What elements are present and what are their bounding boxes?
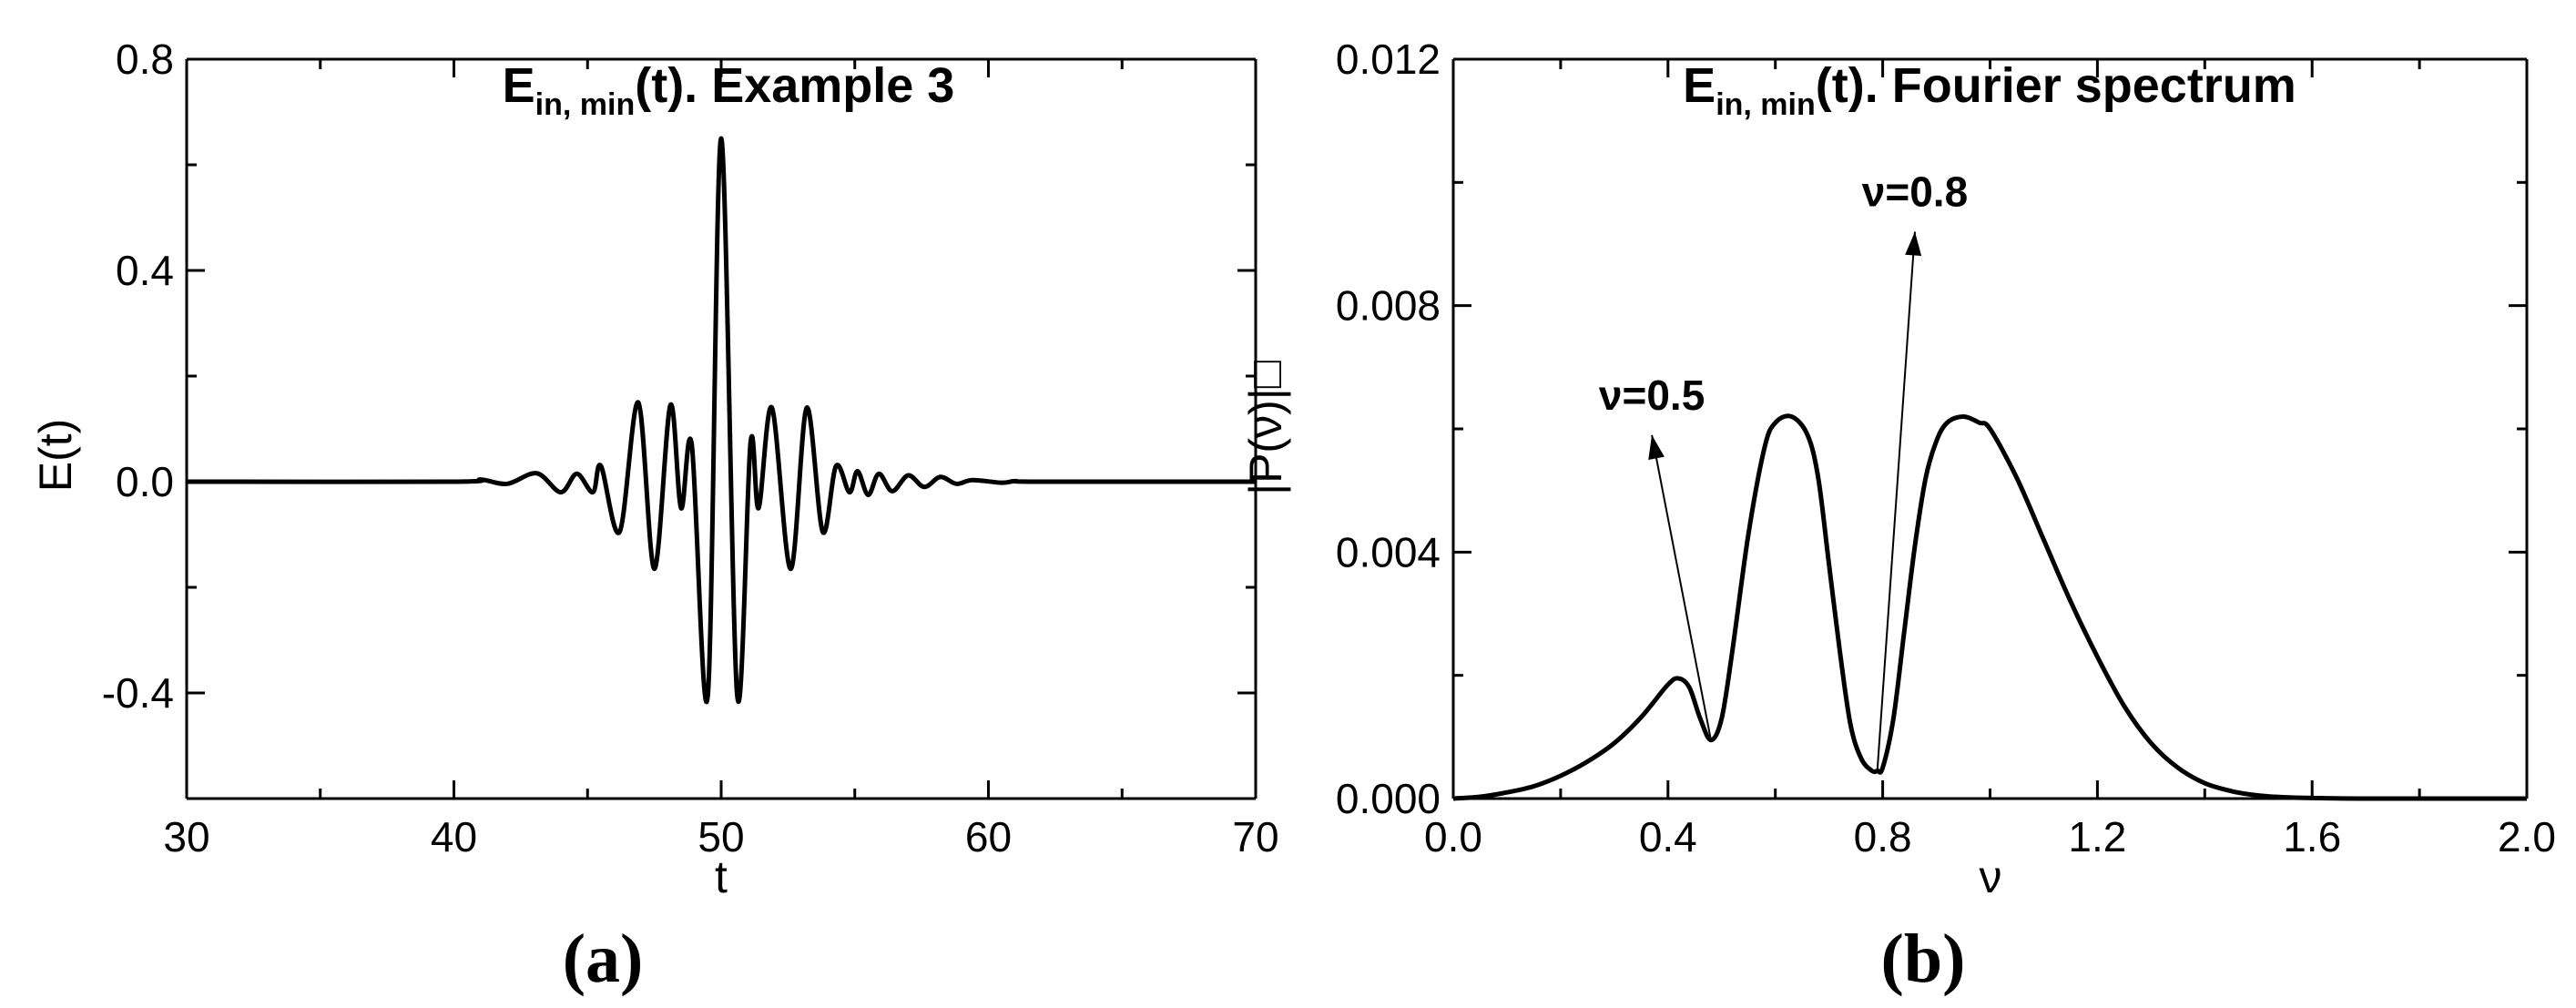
panel-a-y-tick-label: 0.4 [116,247,174,294]
panel-b-annotation-label: ν=0.8 [1862,168,1968,215]
panel-b-annotation-arrow [1651,434,1712,740]
panel-b-x-tick-label: 1.2 [2068,813,2126,860]
panel-b-y-tick-label: 0.008 [1336,282,1441,330]
panel-b-x-tick-label: 0.0 [1424,813,1482,860]
panel-b-x-axis-title: ν [1980,851,2002,902]
panel-b-annotation-arrowhead [1905,231,1922,257]
panel-b-x-tick-label: 0.4 [1639,813,1697,860]
panel-b-fourier-spectrum: 0.0 0.4 0.8 1.2 1.6 2.0 0.000 0.004 0.008 0.012 ν… [1240,36,2556,997]
panel-a-y-tick-label: 0.0 [116,458,174,505]
panel-a-x-axis-title: t [715,851,728,902]
panel-a-x-tick-label: 70 [1232,813,1278,860]
panel-a-x-tick-label: 40 [431,813,477,860]
panel-a-ticks: 30 40 50 60 70 -0.4 0.0 0.4 0.8 [102,36,1279,860]
panel-a-x-tick-label: 30 [163,813,209,860]
panel-b-annotation-label: ν=0.5 [1599,372,1705,419]
panel-a-x-tick-label: 50 [697,813,744,860]
panel-b-label: (b) [1881,921,1966,997]
panel-b-title: Ein, min(t). Fourier spectrum [1683,58,2296,122]
panel-a-x-tick-label: 60 [965,813,1012,860]
panel-a-y-axis-title: E(t) [30,419,81,493]
panel-b-x-tick-label: 1.6 [2283,813,2341,860]
panel-a-y-tick-label: -0.4 [102,669,174,717]
panel-b-series-line [1452,413,2528,801]
panel-a-label: (a) [563,921,644,997]
panel-b-y-axis-title: |P(ν)|□ [1240,360,1291,495]
panel-b-y-tick-label: 0.004 [1336,528,1441,575]
panel-b-annotation-arrowhead [1648,434,1665,461]
panel-b-y-tick-label: 0.000 [1336,775,1441,822]
panel-b-annotations: ν=0.5 ν=0.8 [1599,168,1968,771]
panel-a-title: Ein, min(t). Example 3 [503,58,955,122]
panel-b-annotation-arrow [1876,231,1916,771]
panel-a-y-tick-label: 0.8 [116,36,174,83]
panel-b-y-tick-label: 0.012 [1336,36,1441,83]
panel-a-time-signal: 30 40 50 60 70 -0.4 0.0 0.4 0.8 Ein, min(t). Exa… [30,36,1279,997]
panel-b-x-tick-label: 0.8 [1854,813,1912,860]
panel-a-series-line [186,136,1257,705]
panel-b-ticks: 0.0 0.4 0.8 1.2 1.6 2.0 0.000 0.004 0.008 0.012 [1336,36,2556,860]
panel-b-x-tick-label: 2.0 [2498,813,2556,860]
